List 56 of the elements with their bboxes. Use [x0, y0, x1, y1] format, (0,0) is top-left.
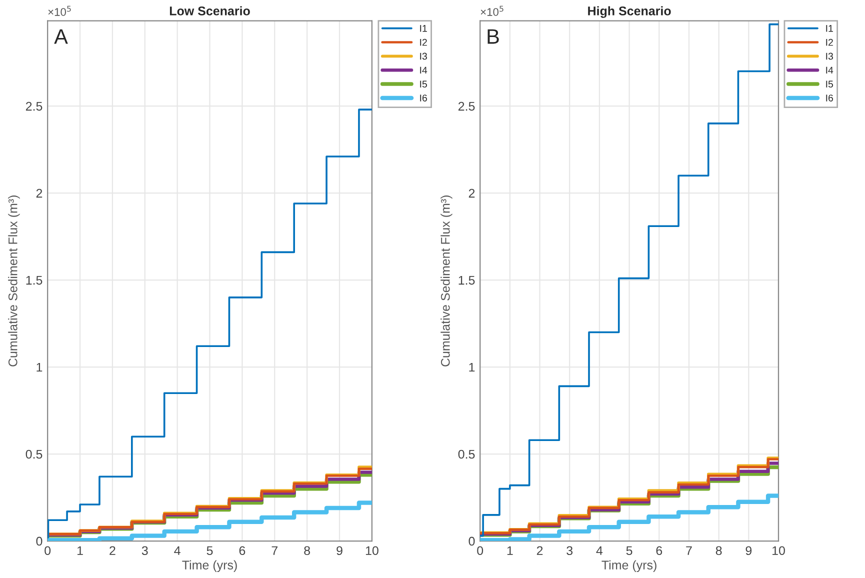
legend-label: I2 — [420, 38, 427, 46]
x-tick-label: 4 — [174, 546, 180, 555]
y-tick-label: 0 — [36, 536, 42, 546]
x-axis-title: Time (yrs) — [602, 560, 656, 572]
y-axis-title: Cumulative Sediment Flux (m³) — [8, 196, 20, 366]
x-tick-label: 1 — [77, 546, 83, 555]
x-tick-label: 0 — [44, 546, 51, 556]
y-tick-label: 2 — [468, 188, 475, 198]
y-tick-label: 2.5 — [26, 102, 42, 111]
x-tick-label: 5 — [206, 546, 213, 556]
y-tick-label: 1.5 — [26, 276, 42, 285]
y-axis-title: Cumulative Sediment Flux (m³) — [440, 196, 452, 366]
legend-label: I5 — [420, 80, 427, 88]
legend-label: I6 — [420, 94, 427, 102]
legend-label: I3 — [420, 52, 427, 60]
y-tick-label: 0.5 — [26, 450, 42, 459]
text: ×10$^{5}$ — [480, 6, 504, 16]
x-tick-label: 7 — [272, 546, 278, 555]
x-axis-title: Time (yrs) — [182, 560, 237, 572]
legend-label: I3 — [826, 52, 833, 60]
y-tick-label: 1 — [469, 362, 475, 372]
x-tick-label: 6 — [656, 546, 662, 556]
legend-label: I6 — [826, 94, 833, 102]
x-tick-label: 2 — [110, 546, 116, 555]
x-tick-label: 9 — [746, 546, 752, 556]
x-tick-label: 4 — [596, 546, 603, 555]
x-tick-label: 7 — [686, 546, 692, 555]
y-tick-label: 2.5 — [458, 102, 475, 111]
y-tick-label: 0 — [468, 536, 475, 546]
x-tick-label: 8 — [716, 546, 722, 556]
y-tick-label: 0.5 — [458, 450, 475, 459]
annotation: A — [54, 29, 68, 44]
text: ×10$^{5}$ — [48, 6, 71, 16]
chart-title: High Scenario — [588, 6, 671, 18]
y-tick-label: 2 — [36, 188, 42, 198]
x-tick-label: 10 — [366, 546, 378, 556]
x-tick-label: 9 — [336, 546, 342, 556]
legend-label: I1 — [826, 25, 833, 32]
x-tick-label: 8 — [304, 546, 310, 556]
legend-label: I4 — [420, 66, 428, 74]
legend-label: I2 — [826, 38, 833, 46]
x-tick-label: 3 — [142, 546, 148, 556]
y-tick-label: 1.5 — [458, 276, 475, 285]
x-tick-label: 5 — [626, 546, 632, 556]
x-tick-label: 2 — [536, 546, 543, 555]
x-tick-label: 3 — [566, 546, 573, 556]
x-tick-label: 0 — [477, 546, 484, 556]
annotation: B — [488, 29, 499, 44]
y-tick-label: 1 — [36, 362, 42, 372]
x-tick-label: 1 — [507, 546, 513, 555]
chart-title: Low Scenario — [170, 6, 250, 16]
x-tick-label: 6 — [239, 546, 246, 556]
x-tick-label: 10 — [772, 546, 785, 556]
legend-label: I1 — [420, 25, 427, 32]
legend-label: I5 — [826, 80, 833, 88]
legend-label: I4 — [826, 66, 834, 74]
